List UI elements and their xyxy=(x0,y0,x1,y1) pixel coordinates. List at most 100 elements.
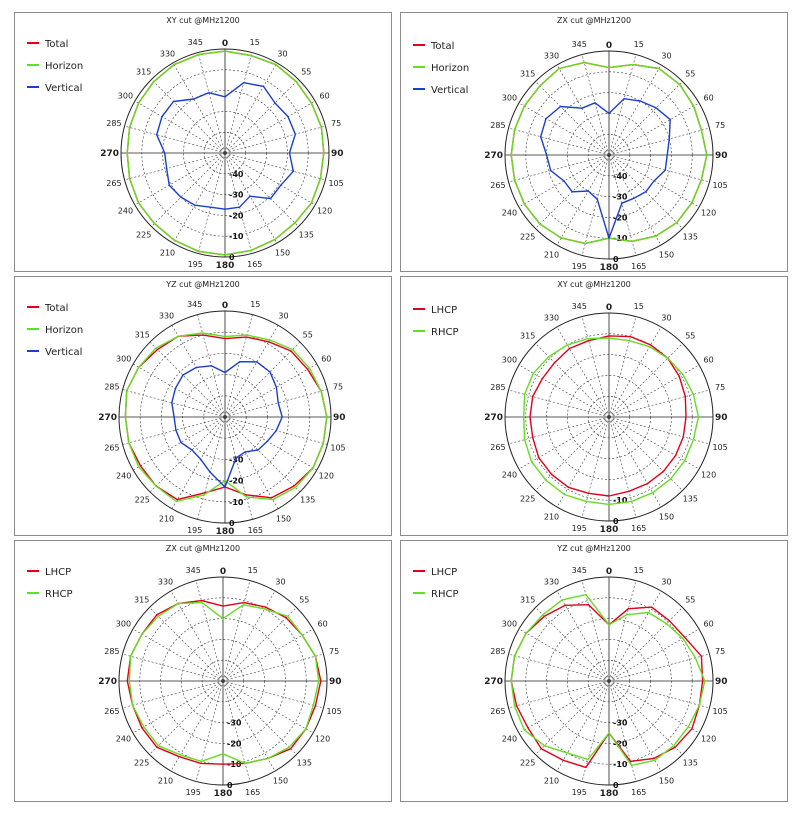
angle-label: 30 xyxy=(661,313,671,322)
data-point xyxy=(293,485,295,487)
data-point xyxy=(538,456,540,459)
chart-title: XY cut @MHz1200 xyxy=(166,16,240,25)
legend-label: Horizon xyxy=(431,63,469,74)
grid-spoke xyxy=(224,416,279,509)
legend-label: LHCP xyxy=(45,567,71,578)
angle-label: 315 xyxy=(134,596,149,605)
data-point xyxy=(305,728,307,730)
data-point xyxy=(564,604,567,607)
grid-spoke xyxy=(172,62,226,154)
data-point xyxy=(683,636,686,639)
grid-spoke xyxy=(197,152,226,254)
angle-label: 195 xyxy=(187,526,202,535)
data-point xyxy=(320,390,322,392)
angle-label: 240 xyxy=(116,735,131,744)
angle-label: 345 xyxy=(572,302,587,311)
grid-spoke xyxy=(224,100,316,154)
angle-label: 265 xyxy=(104,707,119,716)
data-point xyxy=(523,203,526,205)
data-point xyxy=(587,603,590,606)
data-point xyxy=(682,637,684,640)
data-point xyxy=(306,368,309,370)
grid-spoke xyxy=(535,680,610,755)
angle-label: 75 xyxy=(715,647,725,656)
data-point xyxy=(543,615,545,617)
angle-label: 55 xyxy=(303,330,313,339)
angle-label: 60 xyxy=(319,92,329,101)
data-point xyxy=(314,655,317,657)
data-point xyxy=(513,705,516,708)
data-point xyxy=(655,107,657,109)
legend-label: RHCP xyxy=(431,327,458,338)
angle-label: 165 xyxy=(631,262,646,271)
angle-label: 75 xyxy=(331,119,341,128)
angle-label: 120 xyxy=(701,735,716,744)
angle-label: 15 xyxy=(634,302,644,311)
grid-spoke xyxy=(224,152,253,254)
angle-label: 15 xyxy=(250,300,260,309)
angle-label: 330 xyxy=(158,577,173,586)
data-point xyxy=(294,133,297,135)
grid-spoke xyxy=(608,316,637,418)
data-point xyxy=(675,221,678,224)
grid-spoke xyxy=(608,102,700,156)
data-point xyxy=(630,500,633,503)
grid-spoke xyxy=(608,127,710,156)
data-point xyxy=(245,496,248,498)
angle-label: 75 xyxy=(333,383,343,392)
legend-label: Total xyxy=(44,303,68,314)
data-point xyxy=(209,206,212,208)
legend-label: Vertical xyxy=(431,85,468,96)
radial-tick-label: -10 xyxy=(227,760,242,769)
radial-tick-label: 0 xyxy=(229,519,235,528)
grid-spoke xyxy=(224,363,317,418)
data-point xyxy=(126,152,128,154)
data-point xyxy=(191,449,193,451)
data-point xyxy=(312,704,315,706)
angle-label: 180 xyxy=(600,525,619,535)
data-point xyxy=(238,206,241,208)
data-point xyxy=(224,371,226,374)
data-point xyxy=(523,393,526,396)
data-point xyxy=(706,154,708,156)
data-point xyxy=(587,758,589,761)
angle-label: 75 xyxy=(329,647,339,656)
data-point xyxy=(684,395,687,398)
grid-spoke xyxy=(222,680,324,709)
grid-spoke xyxy=(170,590,224,682)
radial-tick-label: -10 xyxy=(613,496,628,505)
data-point xyxy=(178,755,181,758)
data-point xyxy=(563,180,565,182)
data-point xyxy=(587,337,589,340)
grid-spoke xyxy=(518,680,610,734)
grid-spoke xyxy=(195,680,224,782)
grid-spoke xyxy=(608,81,683,156)
radial-tick-label: -30 xyxy=(229,191,244,200)
data-point xyxy=(510,680,512,682)
grid-spoke xyxy=(149,607,224,682)
data-point xyxy=(682,373,684,376)
data-point xyxy=(126,680,129,682)
angle-label: 300 xyxy=(502,94,517,103)
angle-label: 345 xyxy=(572,40,587,49)
angle-label: 30 xyxy=(661,577,671,586)
panel-zx-linear: ZX cut @MHz1200 0 15 30 55 60 75 90 105 120 135 15… xyxy=(400,12,788,272)
data-point xyxy=(208,92,210,94)
polar-chart: 0 15 30 55 60 75 90 105 120 135 150 165 180 195 210 225… xyxy=(413,40,728,271)
angle-label: 315 xyxy=(520,596,535,605)
data-point xyxy=(222,763,224,765)
data-point xyxy=(177,335,180,337)
grid-spoke xyxy=(124,152,226,181)
data-point xyxy=(542,614,544,616)
data-point xyxy=(157,745,159,747)
angle-label: 55 xyxy=(299,596,309,605)
grid-spoke xyxy=(224,52,253,154)
angle-label: 135 xyxy=(300,496,315,505)
data-point xyxy=(571,191,573,193)
data-point xyxy=(256,361,258,363)
data-point xyxy=(195,366,198,369)
angle-label: 195 xyxy=(186,788,201,797)
data-point xyxy=(532,372,535,375)
grid-spoke xyxy=(224,152,316,206)
data-point xyxy=(264,606,267,608)
